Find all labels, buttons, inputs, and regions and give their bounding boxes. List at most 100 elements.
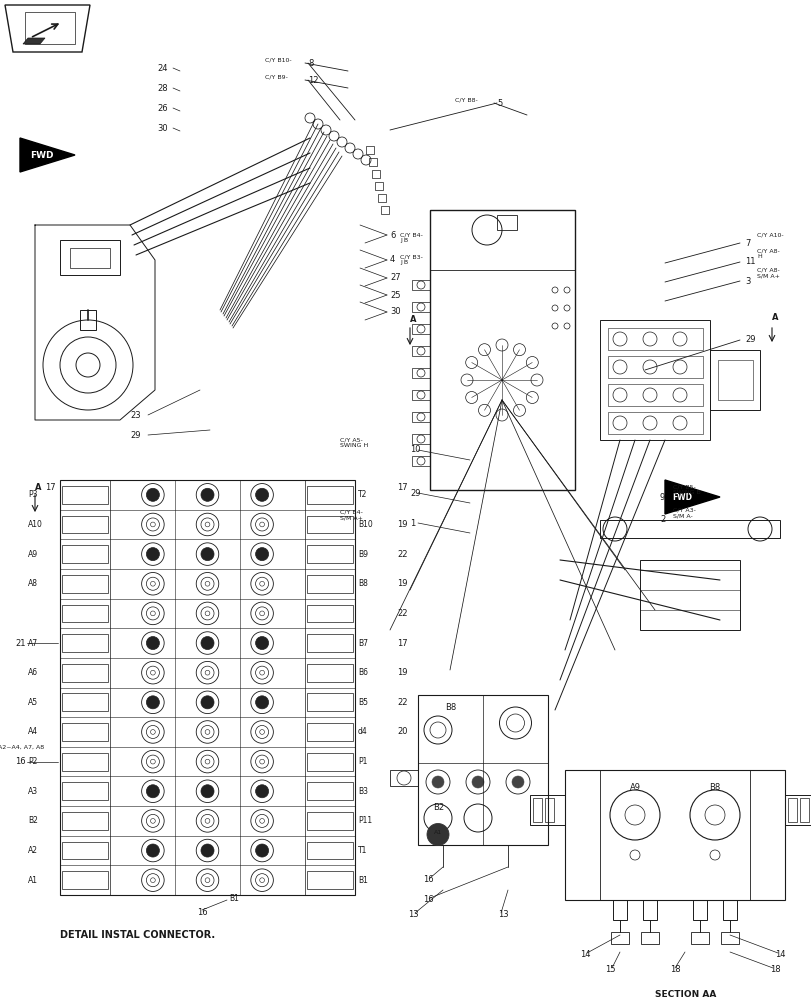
Bar [411,412,430,422]
Text: B5: B5 [358,698,367,707]
Text: C/Y A3-
S/M A-: C/Y A3- S/M A- [672,508,695,518]
Text: C/Y B9-: C/Y B9- [264,75,288,80]
Text: C/Y A8-
S/M A+: C/Y A8- S/M A+ [756,268,779,278]
Text: 18: 18 [769,965,779,974]
Bar [599,520,779,538]
Circle shape [146,785,159,798]
Text: 8: 8 [307,59,313,68]
Text: 21: 21 [15,639,25,648]
Bar [411,434,430,444]
Text: P2: P2 [28,757,37,766]
Bar [642,900,656,920]
Text: A: A [410,316,416,324]
Bar [62,693,108,711]
Bar [62,723,108,741]
Bar [717,360,752,400]
Text: 17: 17 [397,484,407,492]
Circle shape [146,548,159,561]
Text: A2: A2 [28,846,38,855]
Text: C/Y B8-: C/Y B8- [454,98,477,103]
Circle shape [255,785,268,798]
Text: T1: T1 [358,846,367,855]
Text: A10: A10 [28,520,43,529]
Text: SECTION AA: SECTION AA [654,990,715,999]
Bar [599,320,709,440]
Bar [368,158,376,166]
Bar [307,812,353,830]
Text: C/Y B4-
J B: C/Y B4- J B [400,233,423,243]
Text: 16: 16 [197,908,208,917]
Text: 9: 9 [659,492,664,502]
Text: B1: B1 [358,876,367,885]
Circle shape [512,776,523,788]
Bar [62,575,108,593]
Text: A5: A5 [28,698,38,707]
Bar [375,182,383,190]
Text: 10: 10 [410,446,420,454]
Text: 4: 4 [389,255,395,264]
Bar [62,753,108,770]
Text: 29: 29 [744,336,754,344]
Circle shape [201,696,214,709]
Bar [62,842,108,859]
Text: B3: B3 [358,787,367,796]
Bar [60,240,120,275]
Bar [307,782,353,800]
Circle shape [427,823,448,845]
Text: 25: 25 [389,290,400,300]
Text: B8: B8 [358,579,367,588]
Text: C/Y A8-
H: C/Y A8- H [756,249,779,259]
Text: A8: A8 [28,579,38,588]
Bar [307,723,353,741]
Bar [307,634,353,652]
Text: 30: 30 [157,124,167,133]
Bar [418,695,547,845]
Text: 27: 27 [389,273,400,282]
Bar [411,368,430,378]
Bar [307,664,353,682]
Bar [411,280,430,290]
Text: 24: 24 [157,64,167,73]
Bar [722,900,736,920]
Text: DETAIL INSTAL CONNECTOR.: DETAIL INSTAL CONNECTOR. [60,930,215,940]
Bar [307,575,353,593]
Text: d4: d4 [358,727,367,736]
Bar [62,634,108,652]
Text: 30: 30 [389,308,400,316]
Text: 28: 28 [157,84,167,93]
Bar [430,210,574,490]
Text: P1: P1 [358,757,367,766]
Text: 12: 12 [307,76,318,85]
Bar [389,770,418,786]
Bar [799,798,808,822]
Bar [496,215,517,230]
Text: C/Y B3-
J B: C/Y B3- J B [400,255,423,265]
Text: 13: 13 [407,910,418,919]
Bar [411,302,430,312]
Text: 14: 14 [579,950,590,959]
Text: 16: 16 [423,895,433,904]
Bar [62,604,108,622]
Text: C/Y B4-
S/M A+: C/Y B4- S/M A+ [340,510,363,520]
Text: P3: P3 [28,490,37,499]
Bar [787,798,796,822]
Text: 2: 2 [659,516,664,524]
Circle shape [471,776,483,788]
Text: 17: 17 [45,484,56,492]
Polygon shape [5,5,90,52]
Circle shape [201,488,214,501]
Text: FWD: FWD [672,492,691,502]
Text: A: A [35,484,41,492]
Text: 19: 19 [397,579,407,588]
Bar [411,346,430,356]
Circle shape [255,488,268,501]
Text: FWD: FWD [30,151,54,160]
Text: 19: 19 [397,520,407,529]
Text: A9: A9 [28,550,38,559]
Bar [25,12,75,44]
Bar [411,390,430,400]
Text: B9: B9 [358,550,367,559]
Bar [690,932,708,944]
Bar [62,871,108,889]
Text: B2: B2 [432,803,444,812]
